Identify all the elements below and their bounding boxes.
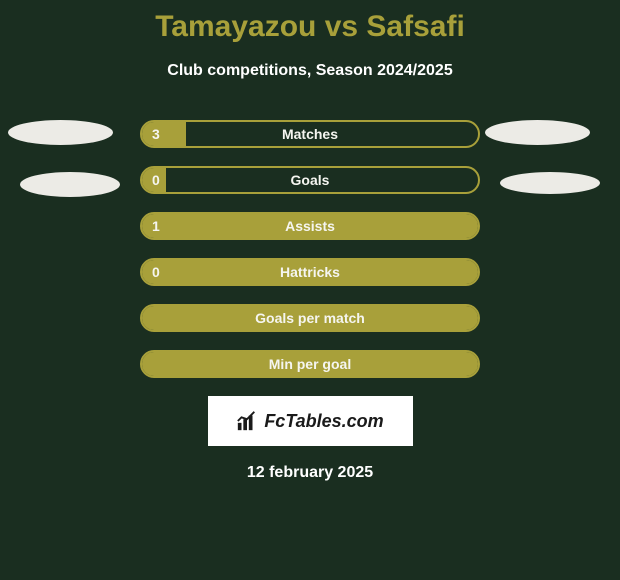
stat-label: Matches — [142, 122, 478, 146]
stat-label: Hattricks — [142, 260, 478, 284]
logo-text: FcTables.com — [264, 411, 383, 432]
date-label: 12 february 2025 — [0, 464, 620, 482]
stat-row: 1 Assists — [0, 212, 620, 240]
stat-label: Min per goal — [142, 352, 478, 376]
stat-bar: Goals per match — [140, 304, 480, 332]
stat-row: 3 Matches — [0, 120, 620, 148]
stat-label: Goals per match — [142, 306, 478, 330]
stat-bar: 1 Assists — [140, 212, 480, 240]
stats-container: 3 Matches 0 Goals 1 Assists 0 Hattricks … — [0, 120, 620, 378]
stat-bar: 0 Hattricks — [140, 258, 480, 286]
stat-label: Assists — [142, 214, 478, 238]
logo-box[interactable]: FcTables.com — [208, 396, 413, 446]
comparison-title: Tamayazou vs Safsafi — [0, 0, 620, 44]
stat-row: 0 Hattricks — [0, 258, 620, 286]
stat-label: Goals — [142, 168, 478, 192]
stat-row: Min per goal — [0, 350, 620, 378]
stat-row: 0 Goals — [0, 166, 620, 194]
chart-icon — [236, 410, 258, 432]
season-subtitle: Club competitions, Season 2024/2025 — [0, 62, 620, 80]
stat-bar: 3 Matches — [140, 120, 480, 148]
stat-bar: 0 Goals — [140, 166, 480, 194]
stat-row: Goals per match — [0, 304, 620, 332]
stat-bar: Min per goal — [140, 350, 480, 378]
